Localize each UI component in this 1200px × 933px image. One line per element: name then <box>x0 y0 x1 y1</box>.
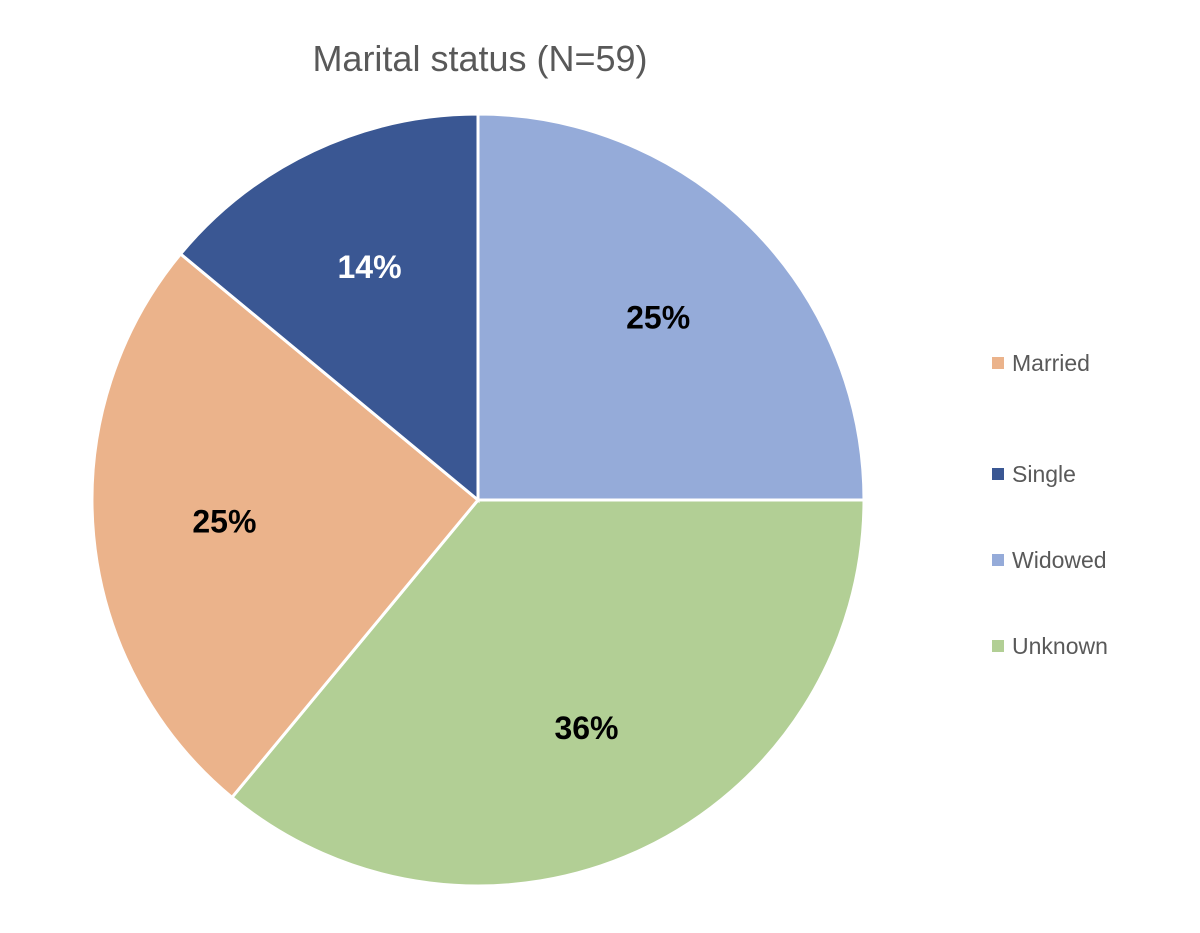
slice-label-unknown: 36% <box>554 710 618 746</box>
pie-slice-widowed <box>476 112 866 502</box>
pie-slice-unknown <box>229 498 866 888</box>
legend-swatch-widowed <box>992 554 1004 566</box>
legend-item-single: Single <box>992 431 1108 517</box>
legend-swatch-married <box>992 357 1004 369</box>
slice-label-widowed: 25% <box>626 299 690 335</box>
legend-label-married: Married <box>1012 349 1090 376</box>
legend-item-widowed: Widowed <box>992 517 1108 603</box>
legend-swatch-single <box>992 468 1004 480</box>
legend-item-married: Married <box>992 345 1108 381</box>
slice-label-married: 25% <box>192 503 256 539</box>
legend-label-widowed: Widowed <box>1012 546 1107 573</box>
legend-label-unknown: Unknown <box>1012 632 1108 659</box>
legend-label-single: Single <box>1012 460 1076 487</box>
slice-label-single: 14% <box>338 249 402 285</box>
chart-title: Marital status (N=59) <box>312 38 648 79</box>
legend: Married Single Widowed Unknown <box>992 345 1108 689</box>
pie-slice-single <box>178 112 480 504</box>
pie-slice-married <box>90 251 481 800</box>
legend-item-unknown: Unknown <box>992 603 1108 689</box>
legend-swatch-unknown <box>992 640 1004 652</box>
